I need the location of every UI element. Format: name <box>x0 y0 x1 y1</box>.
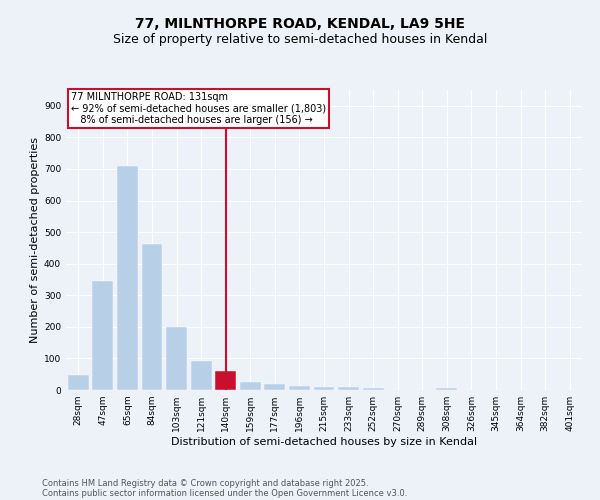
Bar <box>362 388 383 390</box>
Text: Size of property relative to semi-detached houses in Kendal: Size of property relative to semi-detach… <box>113 32 487 46</box>
Text: 77 MILNTHORPE ROAD: 131sqm
← 92% of semi-detached houses are smaller (1,803)
   : 77 MILNTHORPE ROAD: 131sqm ← 92% of semi… <box>71 92 326 124</box>
Bar <box>142 244 163 390</box>
Bar <box>265 384 286 390</box>
Text: Contains public sector information licensed under the Open Government Licence v3: Contains public sector information licen… <box>42 488 407 498</box>
Bar <box>314 387 334 390</box>
Text: 77, MILNTHORPE ROAD, KENDAL, LA9 5HE: 77, MILNTHORPE ROAD, KENDAL, LA9 5HE <box>135 18 465 32</box>
Bar <box>117 166 138 390</box>
Y-axis label: Number of semi-detached properties: Number of semi-detached properties <box>30 137 40 343</box>
Bar <box>289 386 310 390</box>
Bar <box>215 371 236 390</box>
Bar <box>240 382 261 390</box>
Bar <box>92 282 113 390</box>
Bar <box>436 388 457 390</box>
Text: Contains HM Land Registry data © Crown copyright and database right 2025.: Contains HM Land Registry data © Crown c… <box>42 478 368 488</box>
Bar <box>166 327 187 390</box>
Bar <box>338 387 359 390</box>
X-axis label: Distribution of semi-detached houses by size in Kendal: Distribution of semi-detached houses by … <box>171 437 477 447</box>
Bar <box>68 375 89 390</box>
Bar <box>191 360 212 390</box>
